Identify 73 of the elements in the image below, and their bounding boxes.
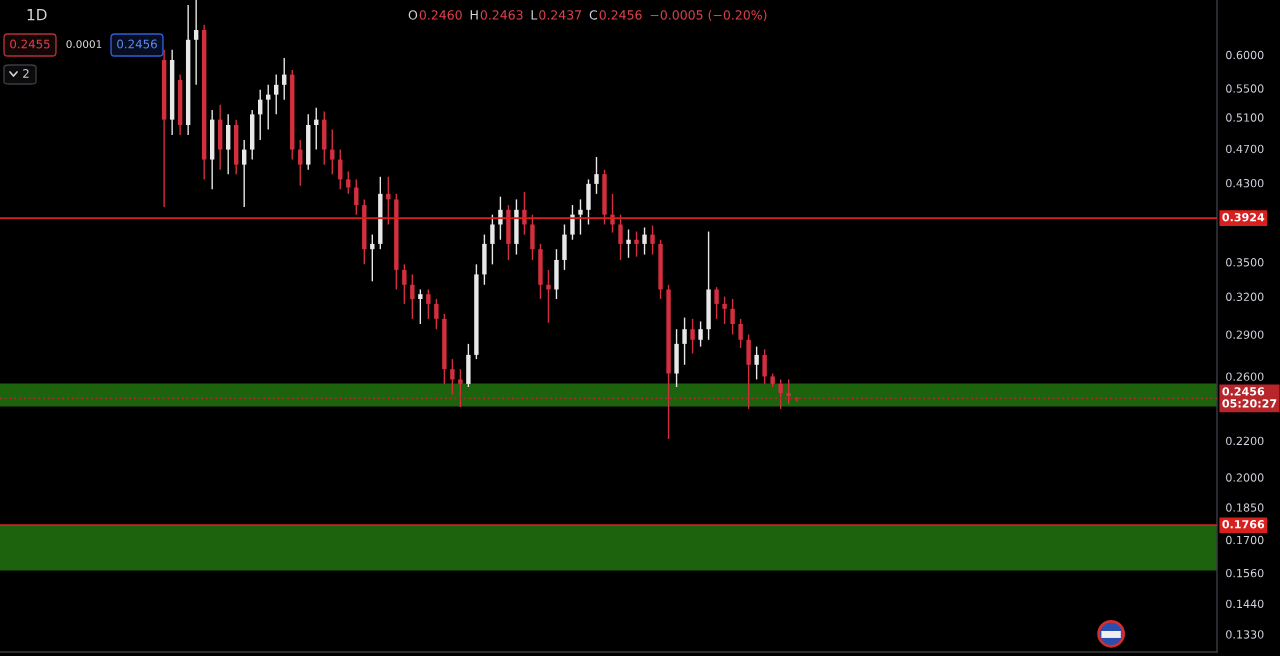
candlestick [402, 263, 407, 305]
y-tick-label: 0.5100 [1226, 113, 1264, 122]
y-tick-label: 0.2200 [1226, 436, 1264, 446]
y-tick-label: 0.2600 [1226, 372, 1264, 381]
y-tick-label: 0.6000 [1226, 50, 1264, 60]
candlestick [650, 224, 655, 256]
candlestick [738, 318, 743, 349]
y-tick-label: 0.3200 [1226, 292, 1264, 301]
y-tick-label: 0.1700 [1226, 535, 1264, 545]
candlestick [570, 204, 575, 241]
y-tick-label: 0.1560 [1226, 568, 1264, 578]
candlestick [730, 298, 735, 336]
annotation: 0.2456 [599, 10, 642, 20]
y-tick-label: 0.2000 [1226, 473, 1264, 482]
annotation: H [470, 10, 478, 20]
candlestick [546, 269, 551, 324]
annotation: 0.0001 [66, 40, 102, 49]
candlestick [330, 128, 335, 175]
ref-line-label: 0.1766 [1222, 520, 1265, 529]
annotation: O [408, 10, 418, 20]
candlestick [754, 345, 759, 381]
candlestick [418, 288, 423, 325]
candlestick [634, 230, 639, 258]
ref-line-label: 0.2456 05:20:27 [1222, 387, 1277, 408]
y-tick-label: 0.2900 [1226, 330, 1264, 339]
candlestick [298, 139, 303, 187]
candlestick [682, 316, 687, 366]
candlestick [778, 378, 783, 410]
candlestick [698, 320, 703, 348]
y-tick-label: 0.1330 [1226, 630, 1264, 639]
candlestick [522, 191, 527, 236]
candlestick [450, 358, 455, 396]
candlestick [578, 198, 583, 236]
candlestick [242, 139, 247, 208]
y-tick-label: 0.5500 [1226, 84, 1264, 93]
ref-line-label: 0.3924 [1222, 212, 1265, 222]
annotation: L [531, 10, 538, 20]
annotation: 0.2456 [117, 39, 157, 49]
annotation: −0.0005 (−0.20%) [650, 9, 767, 22]
y-tick-label: 0.1440 [1226, 599, 1264, 609]
annotation: 0.2455 [10, 39, 50, 49]
candlestick [626, 228, 631, 259]
candlestick [618, 213, 623, 261]
candlestick [722, 295, 727, 325]
annotation: 0.2463 [480, 10, 523, 20]
y-tick-label: 0.3500 [1226, 258, 1264, 267]
candlestick [434, 298, 439, 330]
candlestick [498, 195, 503, 241]
candlestick [386, 176, 391, 226]
candlestick [786, 378, 791, 405]
y-tick-label: 0.4300 [1226, 178, 1264, 188]
candlestick [642, 226, 647, 256]
candlestick [410, 273, 415, 320]
annotation: C [589, 10, 598, 20]
candlestick [490, 213, 495, 266]
annotation: 0.2460 [419, 10, 462, 20]
candlestick [714, 286, 719, 320]
candlestick [690, 318, 695, 355]
candlestick [274, 73, 279, 116]
candlestick [354, 178, 359, 216]
candlestick [762, 348, 767, 385]
y-tick-label: 0.4700 [1226, 144, 1264, 154]
candlestick [594, 156, 599, 195]
annotation: 0.2437 [539, 10, 582, 20]
candlestick [458, 368, 463, 408]
candlestick [266, 84, 271, 131]
candlestick [346, 170, 351, 195]
y-tick-label: 0.1850 [1226, 503, 1264, 512]
annotation: 2 [23, 69, 29, 78]
candlestick [370, 233, 375, 282]
chart-title: 1D [27, 9, 47, 21]
candlestick [426, 288, 431, 320]
candlestick [193, 0, 199, 86]
